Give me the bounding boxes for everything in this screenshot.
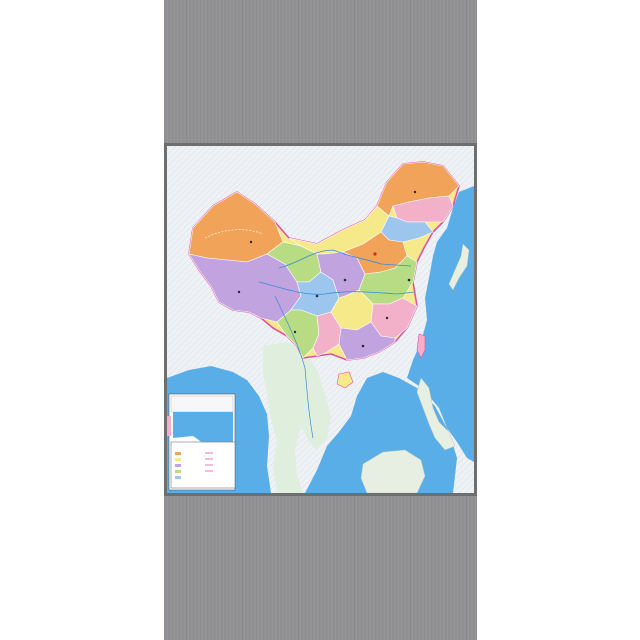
province-guangdong [338,321,396,361]
map-frame [164,143,477,496]
river-mekong [274,295,314,439]
river-yangtze [258,281,416,295]
tarim-basin [204,229,264,239]
city-marker [293,330,297,334]
japan-islands [448,243,470,291]
city-marker [373,252,377,256]
indochina-peninsula [263,342,331,493]
hainan-island [336,371,354,389]
city-marker [407,278,411,282]
philippines-islands [416,377,456,451]
sea-pacific [407,186,474,462]
city-marker [249,240,253,244]
edge-marker [167,416,171,436]
river-yellow [278,249,412,269]
city-marker [237,290,241,294]
taiwan-island [416,333,426,359]
city-marker [361,344,365,348]
page-background-bottom [164,496,477,640]
borneo-island [360,449,426,493]
city-marker [315,294,319,298]
city-marker [413,190,417,194]
city-marker [385,316,389,320]
city-marker [343,278,347,282]
page-background-top [164,0,477,143]
province-guangxi [312,311,342,357]
map-legend [170,441,236,489]
china-map [167,146,474,493]
